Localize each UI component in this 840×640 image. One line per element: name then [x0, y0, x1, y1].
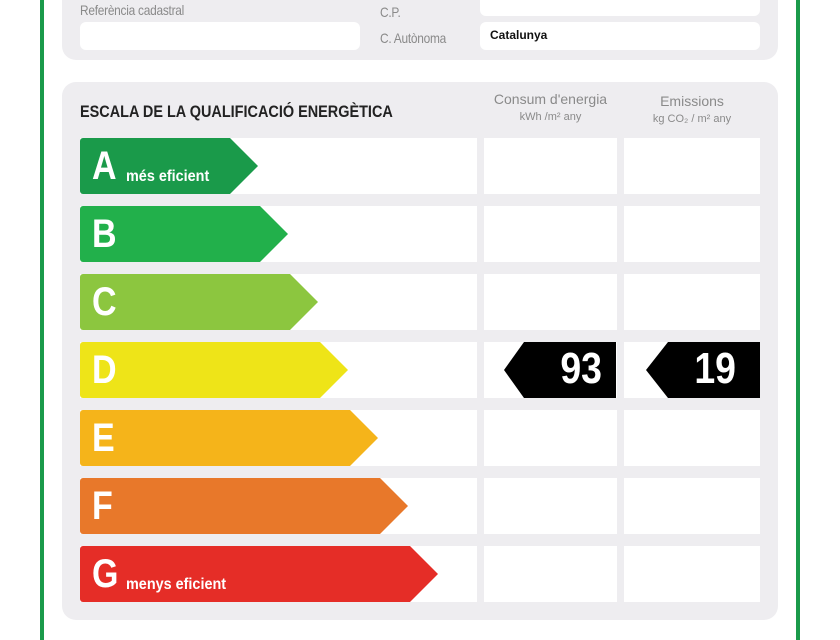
class-letter: F [92, 484, 113, 528]
energy-cell [484, 410, 617, 466]
class-arrow: B [80, 206, 288, 262]
class-arrow: G menys eficient [80, 546, 438, 602]
class-note: més eficient [126, 168, 210, 185]
class-letter: A [92, 144, 117, 188]
class-note: menys eficient [126, 576, 227, 593]
emissions-indicator: 19 [646, 342, 760, 398]
energy-cell [484, 138, 617, 194]
emissions-cell [624, 206, 760, 262]
emissions-cell [624, 478, 760, 534]
class-letter: B [92, 212, 117, 256]
ref-field [80, 22, 360, 50]
class-arrow: E [80, 410, 378, 466]
class-letter: D [92, 348, 117, 392]
property-panel: Referència cadastral C.P. C. Autònoma Ca… [62, 0, 778, 60]
class-arrow: D [80, 342, 348, 398]
energy-unit: kWh /m² any [519, 111, 582, 123]
energy-cell [484, 546, 617, 602]
energy-header: Consum d'energia kWh /m² any [484, 88, 617, 124]
emissions-cell [624, 138, 760, 194]
emissions-cell [624, 410, 760, 466]
energy-value: 93 [560, 344, 602, 393]
scale-title: ESCALA DE LA QUALIFICACIÓ ENERGÈTICA [80, 102, 393, 121]
energy-title: Consum d'energia [493, 91, 608, 107]
class-letter: E [92, 416, 115, 460]
cp-field [480, 0, 760, 16]
emissions-unit: kg CO₂ / m² any [652, 113, 732, 125]
emissions-cell [624, 274, 760, 330]
cp-label: C.P. [380, 4, 401, 20]
ca-label: C. Autònoma [380, 30, 446, 46]
class-arrow: C [80, 274, 318, 330]
certificate-border [40, 0, 800, 640]
class-arrow: F [80, 478, 408, 534]
class-letter: C [92, 280, 117, 324]
energy-cell [484, 206, 617, 262]
energy-indicator: 93 [504, 342, 616, 398]
emissions-value: 19 [694, 344, 736, 393]
energy-cell [484, 274, 617, 330]
emissions-cell [624, 546, 760, 602]
emissions-title: Emissions [660, 93, 724, 109]
class-letter: G [92, 552, 119, 596]
class-arrow: A més eficient [80, 138, 258, 194]
ref-label: Referència cadastral [80, 2, 185, 18]
energy-cell [484, 478, 617, 534]
ca-value: Catalunya [490, 28, 548, 42]
emissions-header: Emissions kg CO₂ / m² any [624, 90, 760, 126]
ca-field: Catalunya [480, 22, 760, 50]
